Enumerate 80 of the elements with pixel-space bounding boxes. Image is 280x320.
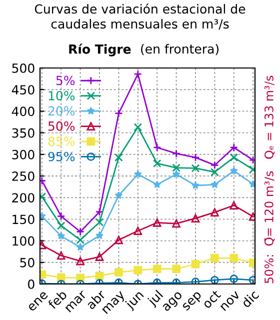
point [114, 109, 123, 118]
point [95, 218, 104, 226]
legend-label: 5% [56, 76, 75, 86]
point [191, 260, 200, 268]
x-tick-label: jun [124, 290, 146, 312]
point [152, 143, 162, 152]
point [95, 252, 104, 261]
point [153, 180, 162, 188]
point [152, 159, 162, 168]
x-tick-label: feb [47, 289, 68, 310]
point [134, 266, 142, 274]
legend-label: 50% [48, 121, 75, 131]
y-tick-label: 500 [12, 63, 34, 73]
chart-title: Curvas de variación estacional de caudales mensuales en m³/s [34, 4, 246, 30]
legend-label: 10% [48, 90, 75, 100]
point [210, 254, 219, 262]
text: 50%: Q̄= 120 m³/s Qₑ = 133 m³/s [264, 76, 275, 284]
point [56, 251, 66, 260]
point [114, 191, 123, 199]
point [134, 123, 142, 132]
point [152, 218, 162, 227]
y-tick-label: 200 [12, 193, 34, 203]
point [134, 226, 142, 236]
legend-label: 85% [48, 136, 75, 146]
point [172, 219, 180, 228]
point [230, 254, 238, 262]
text: Río Tigre [69, 44, 131, 56]
y-tick-label: 50 [20, 258, 34, 268]
point [76, 228, 84, 236]
point [114, 236, 123, 244]
y-tick-label: 350 [12, 128, 34, 138]
point [95, 272, 104, 280]
point [76, 256, 84, 266]
point [191, 278, 200, 284]
point [134, 170, 142, 178]
text: (en frontera) [141, 44, 218, 56]
x-tick-label: sep [182, 291, 204, 313]
x-tick-label: ago [162, 291, 184, 314]
point [76, 243, 84, 251]
point [152, 264, 162, 274]
legend-label: 20% [48, 106, 75, 116]
point [56, 212, 66, 220]
point [230, 153, 238, 162]
x-tick-label: oct [202, 290, 222, 309]
point [210, 208, 219, 216]
point [172, 164, 180, 172]
point [230, 166, 238, 174]
y-tick-label: 100 [12, 236, 34, 246]
point [114, 268, 123, 277]
y-tick-label: 250 [12, 171, 34, 181]
point [230, 274, 238, 283]
x-tick-label: dic [240, 289, 260, 308]
y-tick-label: 400 [12, 106, 34, 116]
point [76, 236, 84, 244]
legend-label: 95% [48, 152, 75, 162]
point [210, 276, 219, 284]
x-tick-label: nov [220, 290, 240, 312]
point [191, 153, 200, 162]
point [191, 181, 200, 190]
point [172, 149, 180, 158]
point [210, 161, 219, 170]
point [172, 170, 180, 178]
y-tick-label: 150 [12, 214, 34, 224]
point [210, 168, 219, 176]
point [134, 70, 142, 78]
point [230, 201, 238, 210]
point [191, 164, 200, 172]
y-tick-label: 0 [28, 279, 34, 289]
point [114, 153, 123, 162]
point [172, 264, 180, 274]
y-tick-label: 300 [12, 150, 34, 160]
point [56, 222, 66, 230]
x-tick-label: ene [28, 291, 48, 312]
point [191, 214, 200, 223]
point [96, 231, 104, 240]
point [56, 273, 66, 282]
point [57, 232, 66, 240]
point [230, 143, 238, 152]
y-tick-label: 450 [12, 85, 34, 95]
point [210, 180, 219, 188]
